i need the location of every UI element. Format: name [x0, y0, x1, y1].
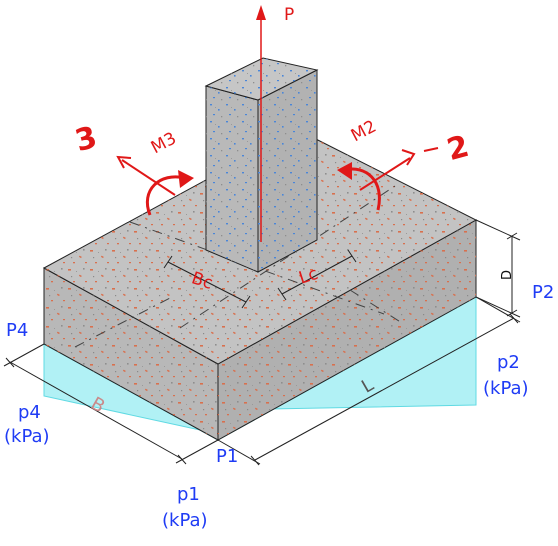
- dim-b-line: [9, 361, 183, 460]
- label-p4-pressure: p4: [18, 402, 41, 423]
- centerline-lc: [129, 221, 385, 315]
- label-axis-2: 2: [443, 129, 472, 168]
- dim-bc-line: [167, 261, 247, 303]
- moment-m3-curve: [146, 175, 186, 216]
- moment-m2-arrowhead: [337, 162, 352, 180]
- label-p2: P2: [532, 282, 554, 303]
- label-axis-3: 3: [72, 120, 101, 159]
- label-p4: P4: [6, 320, 28, 341]
- load-p-arrowhead: [256, 5, 266, 20]
- label-p2-unit: (kPa): [483, 378, 529, 399]
- label-p4-unit: (kPa): [4, 426, 50, 447]
- centerline-front: [74, 297, 171, 348]
- axis-2-dash: [423, 147, 439, 152]
- centerline-right: [349, 289, 403, 324]
- label-d: D: [500, 270, 515, 280]
- label-m2: M2: [348, 117, 380, 147]
- label-p1-unit: (kPa): [162, 510, 208, 531]
- axis-2-arrowhead: [401, 149, 416, 166]
- axis-3-arrowhead: [116, 155, 132, 169]
- dim-lc-line: [281, 255, 353, 295]
- label-p1: P1: [216, 446, 238, 467]
- centerline-bc: [179, 185, 396, 329]
- label-p1-pressure: p1: [177, 484, 200, 505]
- label-p2-pressure: p2: [497, 352, 520, 373]
- label-p: P: [284, 5, 294, 25]
- moment-m3-arrowhead: [178, 170, 194, 188]
- axis-3-line: [121, 159, 176, 196]
- axis-2-line: [359, 157, 411, 191]
- label-m3: M3: [148, 129, 180, 159]
- dim-l-line: [254, 317, 515, 461]
